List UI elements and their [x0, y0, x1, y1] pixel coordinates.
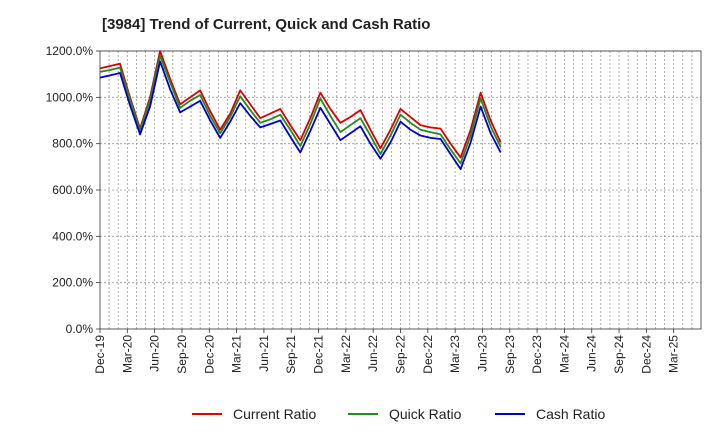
x-tick-label: Sep-21 — [284, 335, 298, 374]
x-tick-label: Sep-22 — [394, 335, 408, 374]
x-tick-label: Jun-21 — [257, 335, 271, 372]
series-line-quick-ratio — [99, 54, 502, 165]
x-tick-label: Sep-20 — [175, 335, 189, 374]
legend-label: Quick Ratio — [389, 406, 462, 422]
chart-title: [3984] Trend of Current, Quick and Cash … — [102, 16, 430, 33]
x-tick-label: Mar-22 — [339, 335, 353, 373]
x-tick-label: Dec-21 — [312, 335, 326, 374]
x-tick-label: Jun-22 — [366, 335, 380, 372]
y-tick-label: 400.0% — [52, 229, 93, 243]
series-line-current-ratio — [99, 50, 502, 159]
x-tick-label: Dec-19 — [93, 335, 107, 374]
x-tick-label: Dec-24 — [639, 335, 653, 374]
x-tick-label: Jun-23 — [475, 335, 489, 372]
x-axis-ticks: Dec-19 Mar-20 Jun-20 Sep-20 Dec-20 Mar-21 Jun-… — [93, 329, 681, 374]
y-tick-label: 600.0% — [52, 183, 93, 197]
x-tick-label: Mar-25 — [667, 335, 681, 373]
y-tick-label: 1200.0% — [46, 44, 94, 58]
y-tick-label: 200.0% — [52, 276, 93, 290]
x-tick-label: Jun-24 — [585, 335, 599, 372]
x-tick-label: Mar-20 — [120, 335, 134, 373]
y-tick-label: 0.0% — [66, 322, 94, 336]
y-tick-label: 1000.0% — [46, 90, 94, 104]
x-tick-label: Dec-22 — [421, 335, 435, 374]
x-tick-label: Sep-23 — [503, 335, 517, 374]
x-tick-label: Mar-23 — [448, 335, 462, 373]
y-axis-ticks: 0.0% 200.0% 400.0% 600.0% 800.0% 1000.0% 1200.… — [46, 44, 100, 336]
x-tick-label: Sep-24 — [612, 335, 626, 374]
legend-label: Current Ratio — [233, 406, 316, 422]
series-line-cash-ratio — [99, 60, 502, 171]
grid-lines — [100, 50, 701, 329]
x-tick-label: Jun-20 — [148, 335, 162, 372]
y-tick-label: 800.0% — [52, 137, 93, 151]
series-lines — [99, 50, 502, 171]
legend-label: Cash Ratio — [536, 406, 605, 422]
x-tick-label: Dec-23 — [530, 335, 544, 374]
legend: Current Ratio Quick Ratio Cash Ratio — [192, 406, 605, 422]
x-tick-label: Mar-24 — [557, 335, 571, 373]
x-tick-label: Mar-21 — [230, 335, 244, 373]
x-tick-label: Dec-20 — [202, 335, 216, 374]
